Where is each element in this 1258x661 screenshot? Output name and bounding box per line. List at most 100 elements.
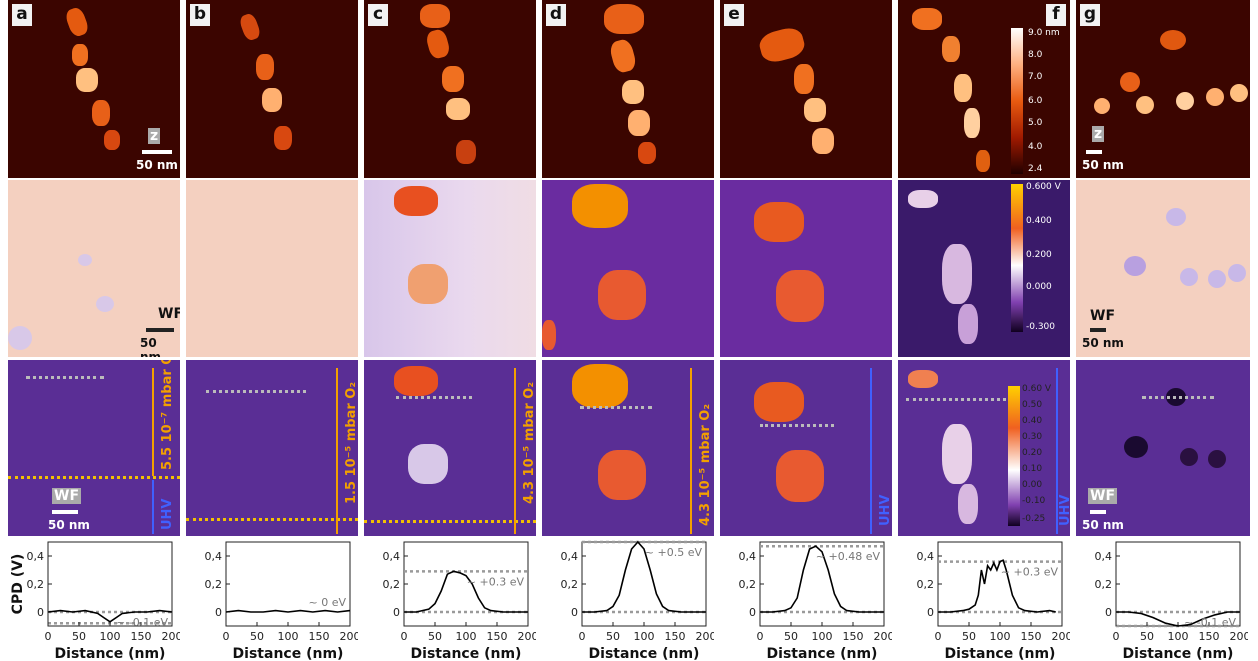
cpd-annotation: ~ -0.1 eV [1184, 616, 1236, 629]
cpd-series-line [760, 545, 884, 613]
y-tick-label: 0 [393, 606, 400, 619]
x-tick-label: 100 [990, 630, 1011, 643]
wf-colorbar [1011, 184, 1023, 332]
particle [274, 126, 292, 150]
profile-line [396, 396, 472, 399]
particle [1230, 84, 1248, 102]
y-tick-label: 0,2 [561, 578, 579, 591]
cpd-series-line [404, 570, 528, 613]
pressure-label: 1.5 10⁻⁵ mbar O₂ [344, 381, 358, 504]
scale-bar [1090, 328, 1106, 332]
particle [912, 8, 942, 30]
profile-line [206, 390, 306, 393]
pressure-change-line [364, 520, 536, 523]
scale-bar [1090, 510, 1106, 514]
particle [1160, 30, 1186, 50]
y-tick-label: 0,4 [205, 550, 223, 563]
pressure-label: 5.5 10⁻⁷ mbar O₂ [160, 360, 175, 470]
colorbar-tick: 7.0 [1028, 72, 1043, 82]
wf-label: WF [52, 488, 82, 504]
plot-frame [937, 541, 1063, 627]
y-tick-label: 0,4 [561, 550, 579, 563]
x-tick-label: 200 [340, 630, 359, 643]
x-tick-label: 50 [962, 630, 976, 643]
x-tick-label: 0 [1113, 630, 1120, 643]
colorbar-tick: -0.25 [1022, 514, 1046, 524]
wf-feature [598, 450, 646, 500]
x-tick-label: 0 [45, 630, 52, 643]
x-tick-label: 150 [487, 630, 508, 643]
topo-panel-b: b [186, 0, 358, 178]
profile-line [26, 376, 104, 379]
particle [608, 37, 638, 75]
x-axis-label: Distance (nm) [589, 646, 700, 660]
y-tick-label: 0 [1105, 606, 1112, 619]
cpd-chart-d: 0 0,2 0,4 0 50 100 150 200 ~ +0.5 eV Distance (nm… [561, 540, 714, 660]
wf2-panel-f: 0.60 V 0.50 0.40 0.30 0.20 0.10 0.00 -0.… [898, 360, 1070, 536]
uhv-arrow [870, 368, 872, 534]
uhv-label: UHV [1058, 494, 1070, 527]
plot-frame [47, 541, 173, 627]
x-tick-label: 200 [162, 630, 181, 643]
wf-feature [1180, 448, 1198, 466]
scale-bar [52, 510, 78, 514]
x-tick-label: 200 [1230, 630, 1249, 643]
colorbar-tick: 0.20 [1022, 448, 1043, 458]
x-tick-label: 150 [1199, 630, 1220, 643]
particle [238, 12, 262, 42]
cpd-series-line [582, 540, 706, 613]
x-axis-label: Distance (nm) [411, 646, 522, 660]
wf-feature [1208, 270, 1226, 288]
scale-label: 50 nm [136, 158, 178, 172]
x-tick-label: 50 [606, 630, 620, 643]
scale-label: 50 nm [1082, 336, 1124, 350]
o2-arrow [152, 368, 154, 476]
colorbar-tick: 6.0 [1028, 96, 1043, 106]
colorbar-tick: 0.40 [1022, 416, 1043, 426]
y-tick-label: 0,4 [1095, 550, 1113, 563]
y-tick-label: 0 [571, 606, 578, 619]
y-tick-label: 0,2 [205, 578, 223, 591]
particle [442, 66, 464, 92]
topo-panel-c: c [364, 0, 536, 178]
wf-label: WF [1088, 488, 1118, 504]
panel-letter: f [1046, 4, 1066, 26]
wf-feature [1124, 436, 1148, 458]
cpd-annotation: ~ +0.3 eV [467, 575, 525, 588]
particle [424, 27, 452, 61]
y-tick-label: 0,2 [739, 578, 757, 591]
wf-feature [572, 184, 628, 228]
scale-bar [1086, 150, 1102, 154]
particle [1206, 88, 1224, 106]
particle [1094, 98, 1110, 114]
wf-feature [8, 326, 32, 350]
particle [72, 44, 88, 66]
wf-feature [754, 202, 804, 242]
colorbar-tick: 8.0 [1028, 50, 1043, 60]
profile-line [760, 424, 834, 427]
uhv-label: UHV [878, 494, 892, 527]
scale-label: 50 nm [140, 336, 162, 357]
y-tick-label: 0,4 [27, 550, 45, 563]
particle [1120, 72, 1140, 92]
y-tick-label: 0,4 [917, 550, 935, 563]
colorbar-tick: -0.10 [1022, 496, 1046, 506]
y-tick-label: 0 [215, 606, 222, 619]
wf-feature [942, 424, 972, 484]
wf-feature [908, 370, 938, 388]
particle [1136, 96, 1154, 114]
topo-panel-g: g z 50 nm [1076, 0, 1250, 178]
particle [262, 88, 282, 112]
cpd-annotation: ~ +0.48 eV [816, 550, 881, 563]
wf-feature [1208, 450, 1226, 468]
pressure-label: 4.3 10⁻⁵ mbar O₂ [522, 381, 536, 504]
x-tick-label: 0 [579, 630, 586, 643]
cpd-annotation: ~ 0 eV [308, 596, 346, 609]
x-tick-label: 200 [518, 630, 537, 643]
panel-letter: c [368, 4, 388, 26]
cpd-chart-f: 0 0,2 0,4 0 50 100 150 200 ~ +0.3 eV Distance (nm… [917, 541, 1070, 660]
wf-feature [958, 484, 978, 524]
y-axis-label: CPD (V) [10, 554, 26, 615]
colorbar-tick: 2.4 [1028, 164, 1043, 174]
x-axis-label: Distance (nm) [233, 646, 344, 660]
